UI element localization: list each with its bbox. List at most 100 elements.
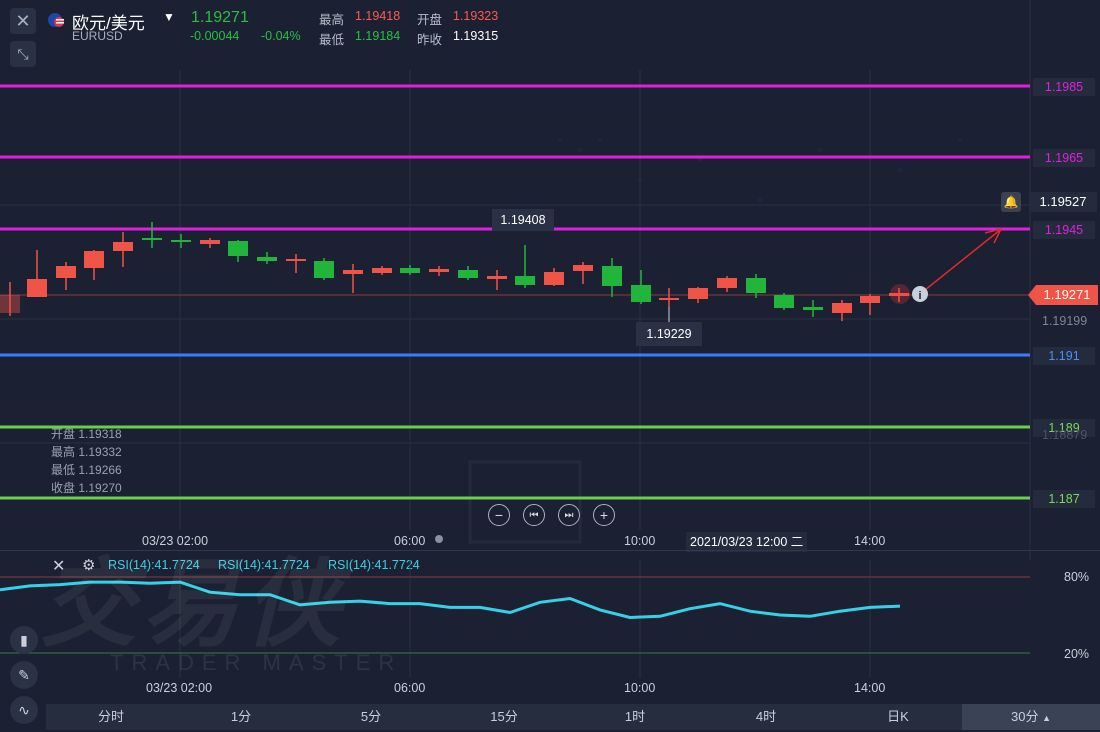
candle-body[interactable] [343,270,363,274]
rsi-label-3: RSI(14):41.7724 [328,558,420,572]
low-label: 最低 [319,33,345,47]
candle-body[interactable] [515,276,535,285]
eu-us-flag-icon [48,13,64,27]
close-indicator-icon[interactable]: ✕ [52,558,66,575]
candle-body[interactable] [659,298,679,300]
alert-price-tag[interactable]: 1.19527 [1029,192,1097,212]
collapse-arrows-icon[interactable]: ⤡ [10,41,36,67]
arrow-drawing[interactable] [919,229,1001,295]
rsi-time-label-1400: 14:00 [854,681,886,695]
rsi-chart[interactable] [0,560,1100,700]
candle-body[interactable] [171,240,191,242]
candle-body[interactable] [314,261,334,278]
candle-body[interactable] [142,238,162,240]
level-tag-1945: 1.1945 [1033,221,1095,239]
candle-body[interactable] [631,285,651,302]
candle-body[interactable] [774,295,794,308]
tab-4hour[interactable]: 4时 [755,709,777,724]
high-marker-label: 1.19408 [492,209,554,231]
candle-body[interactable] [400,268,420,273]
candle-body[interactable] [84,251,104,268]
symbol-code: EURUSD [72,29,123,43]
level-tag-1985: 1.1985 [1033,78,1095,96]
candle-body[interactable] [889,293,909,296]
watermark-subtitle: TRADER MASTER [110,650,403,675]
time-label-0600: 06:00 [394,534,426,548]
tab-1hour[interactable]: 1时 [624,709,646,724]
ohlc-high: 最高 1.19332 [51,445,122,459]
info-icon[interactable] [912,286,928,302]
ohlc-open: 开盘 1.19318 [51,427,122,441]
scroll-end-button[interactable]: ⏭ [558,504,580,526]
candle-body[interactable] [573,265,593,271]
candle-body[interactable] [257,257,277,261]
prev-close-value: 1.19315 [453,29,499,43]
symbol-name[interactable]: 欧元/美元 [72,14,145,33]
scroll-start-button[interactable]: ⏮ [523,504,545,526]
high-label: 最高 [319,13,345,27]
price-chart[interactable]: i [0,0,1100,560]
settings-gear-icon[interactable]: ⚙ [82,557,96,574]
candle-body[interactable] [602,266,622,286]
candle-body[interactable] [228,241,248,256]
timeframe-tab-bar [46,704,1100,730]
zoom-in-button[interactable]: + [593,504,615,526]
svg-text:i: i [918,290,921,302]
candle-body[interactable] [286,259,306,261]
candle-body[interactable] [832,303,852,313]
candle-body[interactable] [487,276,507,279]
pencil-draw-icon[interactable]: ✎ [10,661,38,689]
candle-body[interactable] [803,307,823,310]
symbol-dropdown-icon[interactable]: ▼ [163,10,175,24]
candle-body[interactable] [458,270,478,278]
indicator-tool-icon[interactable]: ∿ [10,696,38,724]
zoom-out-button[interactable]: − [488,504,510,526]
time-label-0200: 03/23 02:00 [142,534,209,548]
rsi-lower-label: 20% [1064,647,1090,661]
candle-body[interactable] [0,295,20,313]
candle-body[interactable] [746,278,766,293]
tab-15min[interactable]: 15分 [490,709,518,724]
candle-body[interactable] [56,266,76,278]
candle-body[interactable] [688,288,708,299]
open-value: 1.19323 [453,9,499,23]
price-change: -0.00044 [190,29,240,43]
level-tag-1965: 1.1965 [1033,149,1095,167]
bell-icon[interactable]: 🔔 [1001,192,1021,212]
tab-5min[interactable]: 5分 [360,709,382,724]
rsi-time-label-1000: 10:00 [624,681,656,695]
candle-body[interactable] [544,272,564,285]
rsi-label-1: RSI(14):41.7724 [108,558,200,572]
tab-daily[interactable]: 日K [887,709,909,724]
tab-1min[interactable]: 1分 [230,709,252,724]
tab-timeshare[interactable]: 分时 [97,709,124,724]
time-label-1400: 14:00 [854,534,886,548]
low-value: 1.19184 [355,29,401,43]
arrow-head [984,227,1003,244]
tab-30min-caret-icon: ▲ [1042,713,1051,723]
level-tag-191: 1.191 [1033,347,1095,365]
candlestick-tool-icon[interactable]: ▮ [10,626,38,654]
candle-body[interactable] [200,240,220,244]
live-price-glow [890,284,910,304]
rsi-time-label-0200: 03/23 02:00 [146,681,213,695]
candle-body[interactable] [113,242,133,251]
axis-price-label-faded: 1.18879 [1042,428,1088,442]
ohlc-close: 收盘 1.19270 [51,481,122,495]
rsi-label-2: RSI(14):41.7724 [218,558,310,572]
close-icon[interactable]: ✕ [10,8,36,34]
ohlc-low: 最低 1.19266 [51,463,122,477]
high-value: 1.19418 [355,9,401,23]
candle-body[interactable] [860,296,880,303]
candle-body[interactable] [372,268,392,273]
level-tag-189: 1.189 [1033,419,1095,437]
prev-close-label: 昨收 [417,33,443,47]
candle-body[interactable] [429,269,449,272]
crosshair-time-label: 2021/03/23 12:00 二 [686,532,808,552]
last-price: 1.19271 [191,9,249,26]
candle-body[interactable] [717,278,737,288]
grid [0,0,1031,560]
candle-body[interactable] [27,279,47,297]
tab-30min[interactable]: 30分 ▲ [962,704,1100,730]
